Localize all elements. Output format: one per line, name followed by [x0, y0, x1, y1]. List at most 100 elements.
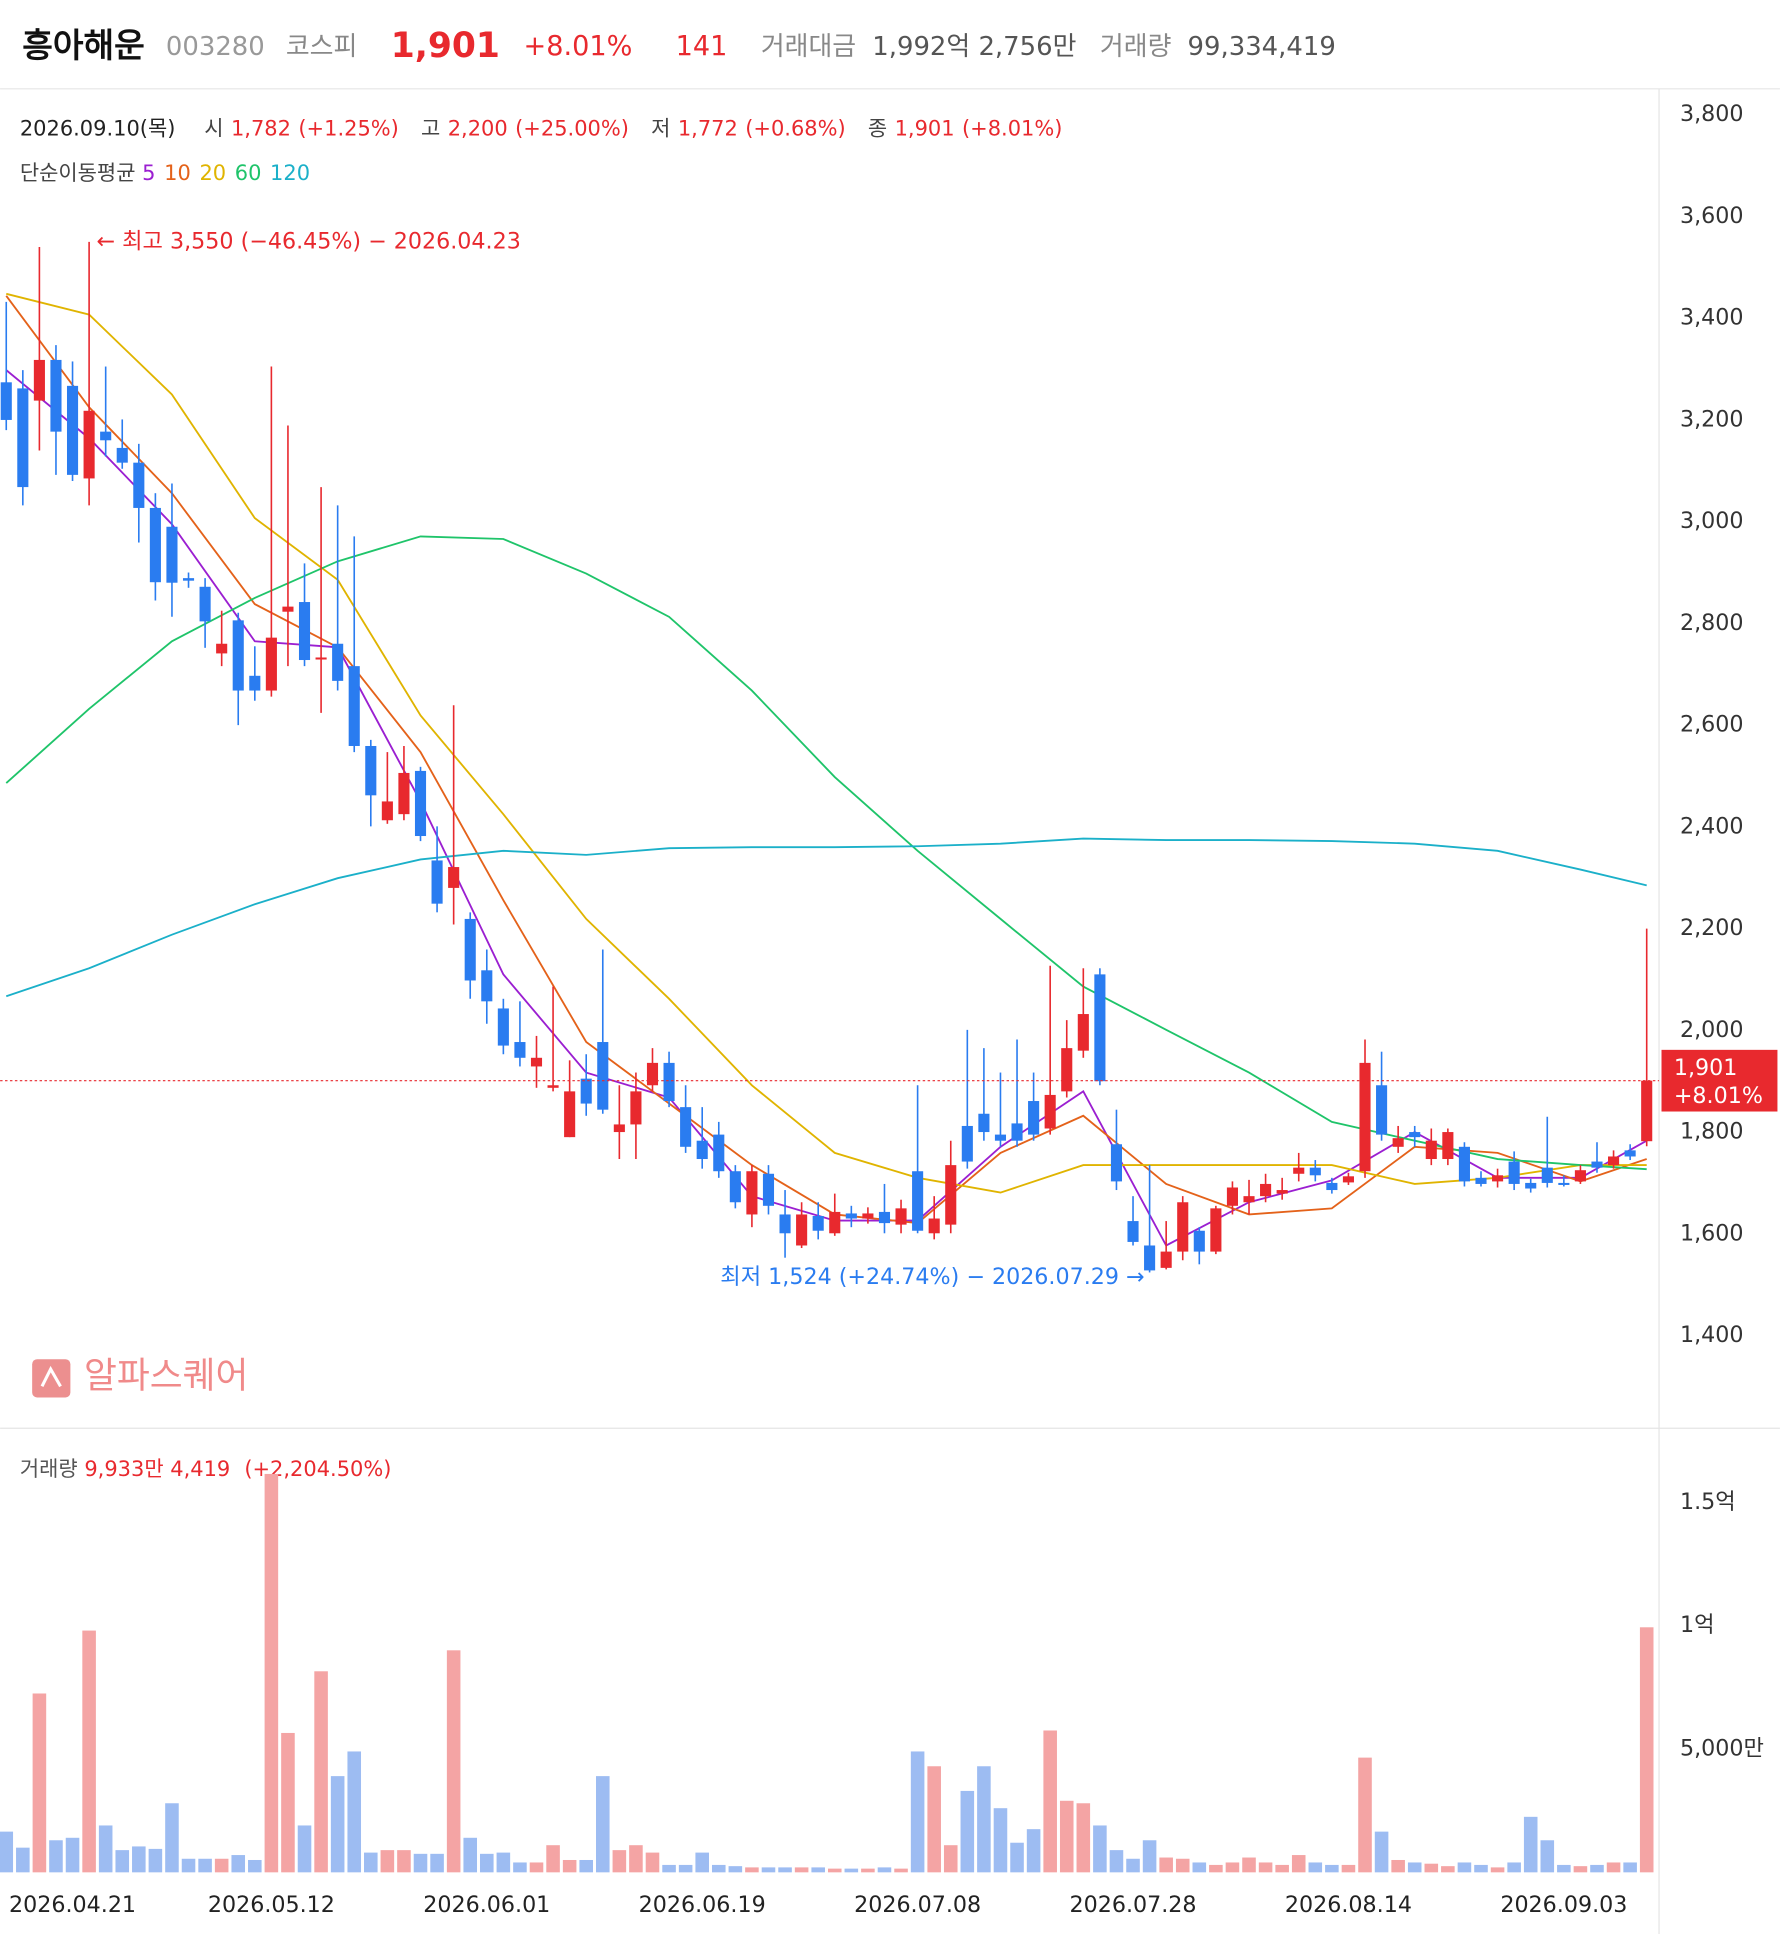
- candle-body: [100, 431, 112, 441]
- x-tick-label: 2026.07.08: [854, 1892, 981, 1918]
- volume-bar: [364, 1852, 378, 1873]
- y-tick-label: 1,400: [1680, 1322, 1744, 1348]
- volume-bar: [1540, 1840, 1555, 1873]
- volume-tick-label: 5,000만: [1680, 1735, 1764, 1761]
- volume-bar: [1010, 1842, 1024, 1873]
- candle-body: [564, 1091, 576, 1138]
- candle-body: [0, 382, 12, 420]
- stock-code: 003280: [166, 31, 265, 61]
- candle-body: [232, 620, 244, 691]
- volume-bar: [745, 1867, 759, 1873]
- volume-bar: [1424, 1863, 1439, 1873]
- y-tick-label: 3,200: [1680, 406, 1744, 432]
- volume-bar: [1573, 1866, 1588, 1873]
- logo-icon: [32, 1359, 71, 1398]
- volume-bar: [49, 1840, 63, 1873]
- candle-body: [17, 388, 29, 488]
- volume-bar: [595, 1776, 610, 1873]
- volume-bar: [380, 1850, 395, 1873]
- volume-bar: [1407, 1862, 1422, 1873]
- x-tick-label: 2026.04.21: [9, 1892, 136, 1918]
- ohlc-pct: (+0.68%): [745, 117, 845, 141]
- x-tick-label: 2026.06.19: [639, 1892, 766, 1918]
- volume-bar: [496, 1852, 511, 1873]
- volume-bar: [181, 1858, 196, 1873]
- candle-body: [945, 1165, 957, 1225]
- volume: 99,334,419: [1188, 31, 1336, 61]
- candle-body: [779, 1214, 791, 1234]
- candle-body: [1226, 1187, 1238, 1206]
- candle-body: [862, 1213, 874, 1219]
- volume-title: 거래량: [20, 1457, 78, 1481]
- candle-body: [978, 1113, 990, 1133]
- volume-bar: [662, 1864, 676, 1873]
- last-change-label: +8.01%: [1674, 1083, 1763, 1109]
- volume-bar: [778, 1867, 792, 1873]
- volume-bar: [98, 1825, 113, 1873]
- candle-body: [680, 1107, 692, 1147]
- candle-body: [365, 745, 377, 796]
- volume-bar: [1441, 1866, 1455, 1873]
- volume-bar: [1341, 1864, 1356, 1873]
- candle-body: [398, 772, 410, 815]
- volume-bar: [513, 1862, 527, 1873]
- candle-body: [1376, 1085, 1388, 1135]
- ma-legend-item: 10: [164, 161, 191, 185]
- candle-body: [895, 1208, 907, 1225]
- y-tick-label: 1,600: [1680, 1220, 1744, 1246]
- y-tick-label: 2,600: [1680, 712, 1744, 738]
- candle-body: [149, 507, 161, 583]
- y-tick-label: 1,800: [1680, 1119, 1744, 1145]
- ma-title: 단순이동평균: [20, 161, 136, 185]
- last-price-tag: [1661, 1049, 1778, 1112]
- candle-body: [116, 447, 128, 463]
- candle-body: [166, 526, 178, 583]
- volume-bar: [711, 1864, 726, 1873]
- volume-bar: [1474, 1864, 1488, 1873]
- annotation: ← 최고 3,550 (−46.45%) − 2026.04.23: [97, 228, 521, 254]
- volume-bar: [993, 1808, 1008, 1873]
- volume-bar: [1358, 1757, 1372, 1873]
- candle-body: [348, 666, 360, 746]
- candle-body: [249, 675, 261, 691]
- y-tick-label: 3,400: [1680, 305, 1744, 331]
- volume-bar: [1308, 1862, 1323, 1873]
- volume-bar: [1507, 1862, 1521, 1873]
- annotation: 최저 1,524 (+24.74%) − 2026.07.29 →: [720, 1264, 1144, 1290]
- ohlc-pct: (+25.00%): [515, 117, 629, 141]
- volume-bar: [1590, 1864, 1604, 1873]
- candle-body: [1028, 1101, 1040, 1135]
- candle-body: [1574, 1170, 1586, 1182]
- candle-body: [514, 1042, 526, 1058]
- candle-body: [1260, 1183, 1272, 1197]
- x-tick-label: 2026.08.14: [1285, 1892, 1412, 1918]
- candle-body: [464, 918, 476, 981]
- volume-bar: [0, 1831, 14, 1873]
- volume-bar: [562, 1859, 577, 1873]
- volume-bar: [297, 1825, 312, 1873]
- candle-body: [1558, 1182, 1570, 1185]
- volume-tick-label: 1.5억: [1680, 1489, 1736, 1515]
- candle-body: [33, 359, 45, 401]
- volume-bar: [148, 1848, 163, 1873]
- volume-bar: [960, 1790, 975, 1873]
- volume-bar: [1109, 1850, 1124, 1873]
- candle-body: [1458, 1146, 1470, 1182]
- candle-body: [1127, 1221, 1139, 1242]
- volume-bar: [1391, 1859, 1405, 1873]
- volume-bar: [480, 1853, 494, 1873]
- price: 1,901: [391, 25, 500, 65]
- volume-bar: [910, 1751, 925, 1873]
- x-tick-label: 2026.09.03: [1500, 1892, 1627, 1918]
- candle-body: [729, 1171, 741, 1203]
- candle-body: [1110, 1144, 1123, 1182]
- ma-legend-item: 60: [235, 161, 262, 185]
- candle-body: [1641, 1080, 1653, 1142]
- volume-bar: [446, 1650, 461, 1873]
- candle-body: [1243, 1196, 1255, 1203]
- candle-body: [613, 1124, 625, 1133]
- y-tick-label: 3,800: [1680, 101, 1744, 127]
- logo: 알파스퀘어: [84, 1356, 248, 1397]
- candle-body: [50, 359, 62, 432]
- candle-body: [878, 1211, 891, 1224]
